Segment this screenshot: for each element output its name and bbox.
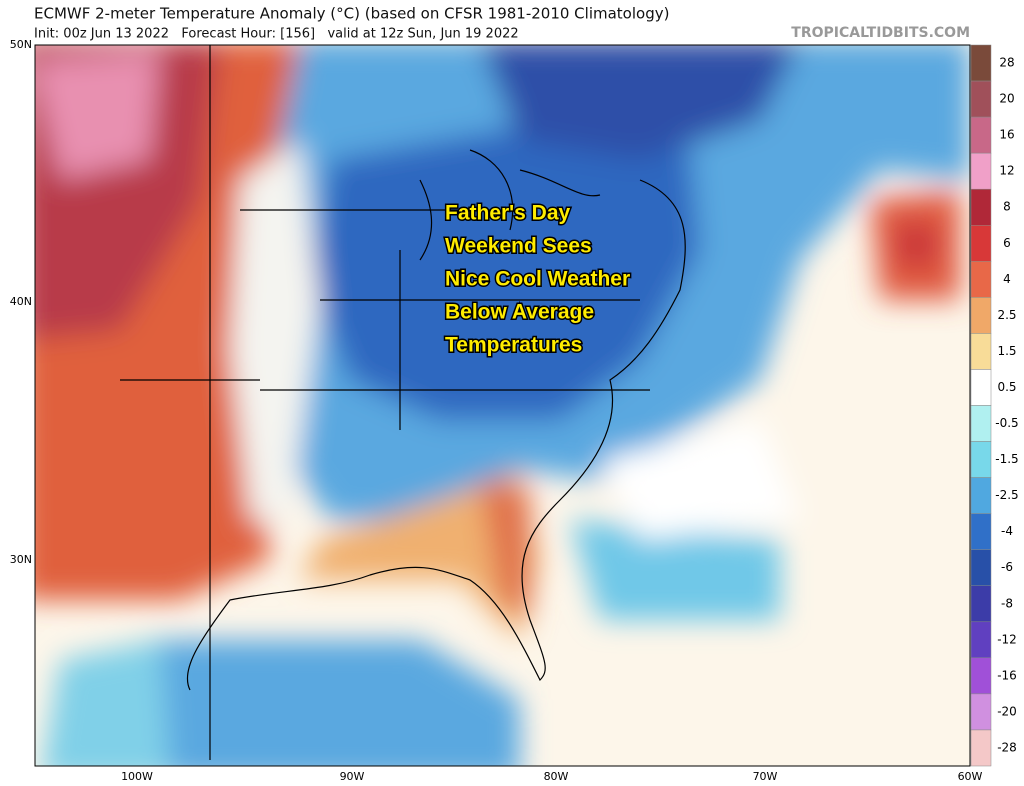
colorbar-swatch [970,152,992,190]
colorbar-label: -2.5 [995,488,1018,502]
longitude-label: 90W [340,770,365,783]
colorbar-swatch [970,585,992,623]
anomaly-field [35,45,970,766]
colorbar-label: -8 [1001,596,1013,610]
colorbar-label: -0.5 [995,416,1018,430]
colorbar-swatch [970,513,992,550]
map [35,45,970,766]
colorbar-swatch [970,188,992,226]
colorbar-swatch [970,405,992,442]
colorbar-label: -16 [997,668,1017,682]
colorbar-label: 4 [1003,272,1011,286]
colorbar-label: 0.5 [997,380,1016,394]
colorbar-swatch [970,333,992,370]
colorbar-label: 28 [999,56,1014,70]
longitude-label: 70W [753,770,778,783]
colorbar-label: -12 [997,632,1017,646]
title: ECMWF 2-meter Temperature Anomaly (°C) (… [34,5,669,23]
colorbar-label: 8 [1003,200,1011,214]
subtitle: Init: 00z Jun 13 2022 Forecast Hour: [15… [34,27,519,42]
colorbar-label: 2.5 [997,308,1016,322]
colorbar-swatch [970,729,992,767]
colorbar-swatch [970,369,992,406]
colorbar-label: -1.5 [995,452,1018,466]
annotation: Father's Day Weekend Sees Nice Cool Weathe… [444,200,632,358]
colorbar-label: -6 [1001,560,1013,574]
longitude-label: 100W [121,770,153,783]
longitude-label: 80W [544,770,569,783]
latitude-labels: 50N 40N 30N [10,38,32,566]
colorbar-swatch [970,657,992,695]
annotation-line: Temperatures [445,334,582,357]
latitude-label: 40N [10,295,32,308]
longitude-label: 60W [958,770,983,783]
colorbar-swatch [970,693,992,731]
colorbar-swatch [970,80,992,118]
colorbar-swatch [970,477,992,514]
colorbar-label: 12 [999,164,1014,178]
colorbar-label: 6 [1003,236,1011,250]
colorbar-swatch [970,225,992,262]
colorbar-label: 16 [999,128,1014,142]
coastlines [120,45,686,760]
latitude-label: 50N [10,38,32,51]
colorbar-swatch [970,116,992,154]
colorbar-swatch [970,261,992,298]
annotation-line: Weekend Sees [445,235,592,258]
colorbar-label: 1.5 [997,344,1016,358]
latitude-label: 30N [10,553,32,566]
colorbar-swatch [970,44,992,82]
colorbar-label: -4 [1001,524,1013,538]
annotation-line: Father's Day [445,202,571,225]
colorbar-swatch [970,441,992,478]
map-frame [34,44,971,767]
colorbar-label: 20 [999,92,1014,106]
annotation-line: Nice Cool Weather [445,268,630,291]
colorbar-swatch [970,549,992,587]
watermark: TROPICALTIDBITS.COM [791,25,970,41]
colorbar-swatch [970,297,992,334]
annotation-line: Below Average [445,301,594,324]
colorbar-swatch [970,621,992,659]
colorbar: 28 20 16 12 8 6 4 2.5 1.5 0.5 -0.5 -1.5 -2.5 -4 -6 -8 -1… [970,44,1019,767]
colorbar-label: -28 [997,740,1017,754]
colorbar-label: -20 [997,704,1017,718]
longitude-labels: 100W 90W 80W 70W 60W [121,770,982,783]
